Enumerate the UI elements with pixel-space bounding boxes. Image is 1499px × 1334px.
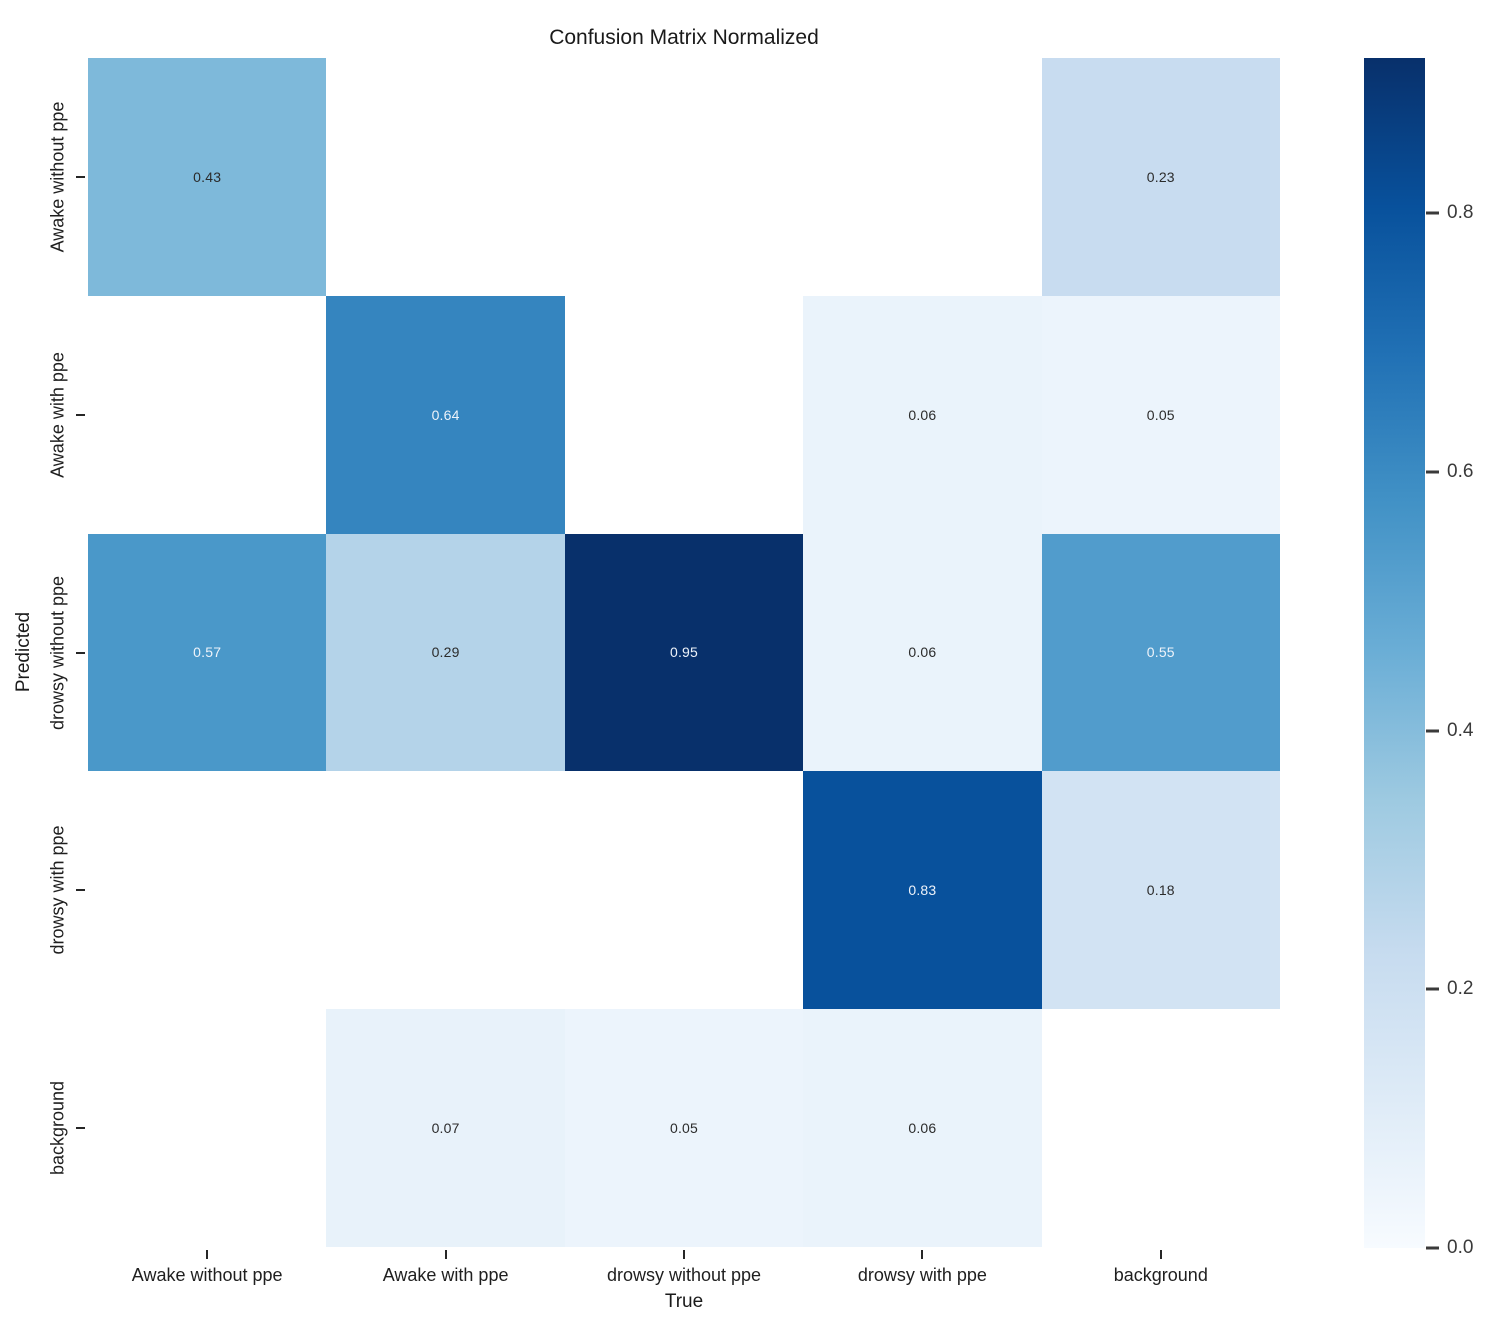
colorbar-gradient (1364, 58, 1425, 1248)
x-axis: Awake without ppe Awake with ppe drowsy wi… (88, 1247, 1280, 1303)
heatmap-cell-value: 0.43 (193, 168, 222, 185)
heatmap-cell: 0.83 (803, 771, 1042, 1010)
y-tick-label: Awake without ppe (47, 101, 68, 253)
heatmap-cell-value: 0.06 (908, 1120, 937, 1137)
y-tick-mark (76, 413, 85, 416)
heatmap-cell: 0.95 (564, 533, 804, 772)
y-tick-mark (76, 175, 85, 178)
colorbar-ticks: 0.0 0.2 0.4 0.6 0.8 (1425, 58, 1499, 1258)
heatmap-cell-value: 0.57 (193, 644, 222, 661)
heatmap-grid: 0.43 0.23 0.64 0.06 0.05 0.57 0.29 0.95 0.06 0.55… (88, 58, 1280, 1247)
heatmap-cell (88, 1009, 327, 1247)
x-tick-label: background (1113, 1265, 1208, 1285)
heatmap-cell (803, 58, 1042, 296)
heatmap-cell: 0.06 (803, 533, 1042, 772)
heatmap-cell: 0.05 (1041, 295, 1280, 534)
heatmap-cell: 0.57 (88, 533, 327, 772)
x-axis-title: True (664, 1291, 704, 1312)
y-tick-mark (76, 889, 85, 892)
x-tick-label: drowsy with ppe (857, 1265, 987, 1285)
heatmap-cell-value: 0.05 (1146, 406, 1175, 423)
x-tick-label: Awake without ppe (131, 1265, 283, 1285)
heatmap-cell: 0.64 (326, 295, 565, 534)
x-tick-mark (206, 1250, 209, 1259)
heatmap-cell: 0.07 (326, 1009, 565, 1247)
colorbar-tick-mark (1426, 211, 1439, 215)
heatmap-cell (564, 58, 804, 296)
heatmap-cell-value: 0.95 (669, 644, 699, 661)
heatmap-cell-value: 0.64 (431, 406, 460, 423)
heatmap-cell-value: 0.05 (669, 1120, 699, 1137)
heatmap-cell: 0.55 (1041, 533, 1280, 772)
x-tick-label: drowsy without ppe (606, 1265, 762, 1285)
heatmap-cell-value: 0.07 (431, 1120, 460, 1137)
x-tick-mark (1159, 1250, 1162, 1259)
y-tick-label: background (47, 1081, 68, 1176)
y-tick-label: drowsy with ppe (47, 825, 68, 955)
heatmap-cell-value: 0.29 (431, 644, 460, 661)
y-tick-mark (76, 651, 85, 654)
y-tick-label: Awake with ppe (47, 351, 68, 478)
colorbar-tick-mark (1426, 987, 1439, 991)
heatmap-cell (1041, 1009, 1280, 1247)
y-axis: Awake without ppe Awake with ppe drowsy wi… (0, 58, 88, 1247)
chart-title: Confusion Matrix Normalized (549, 26, 819, 49)
heatmap-cell: 0.05 (564, 1009, 804, 1247)
colorbar-tick-label: 0.4 (1447, 719, 1474, 741)
heatmap-cell-value: 0.55 (1146, 644, 1175, 661)
colorbar-tick-label: 0.8 (1447, 202, 1474, 224)
colorbar-tick-label: 0.2 (1447, 978, 1474, 1000)
x-tick-mark (444, 1250, 447, 1259)
x-tick-mark (921, 1250, 924, 1259)
heatmap-cell (326, 58, 565, 296)
heatmap-cell: 0.06 (803, 295, 1042, 534)
heatmap-cell-value: 0.23 (1146, 168, 1175, 185)
colorbar-tick-label: 0.0 (1447, 1237, 1474, 1258)
y-tick-mark (76, 1127, 85, 1130)
heatmap-cell-value: 0.06 (908, 406, 937, 423)
heatmap-cell-value: 0.06 (908, 644, 937, 661)
heatmap-cell: 0.29 (326, 533, 565, 772)
heatmap-cell (88, 771, 327, 1010)
heatmap-plot-area: 0.43 0.23 0.64 0.06 0.05 0.57 0.29 0.95 0.06 0.55… (88, 58, 1280, 1247)
heatmap-cell-value: 0.18 (1146, 882, 1175, 899)
heatmap-cell: 0.23 (1041, 58, 1280, 296)
heatmap-cell: 0.43 (88, 58, 327, 296)
x-tick-label: Awake with ppe (382, 1265, 509, 1285)
colorbar-tick-mark (1426, 729, 1439, 733)
heatmap-cell (88, 295, 327, 534)
y-axis-title: Predicted (13, 611, 34, 693)
heatmap-cell (564, 771, 804, 1010)
heatmap-cell-value: 0.83 (908, 882, 937, 899)
x-tick-mark (683, 1250, 685, 1259)
heatmap-cell: 0.06 (803, 1009, 1042, 1247)
heatmap-cell: 0.18 (1041, 771, 1280, 1010)
heatmap-cell (564, 295, 804, 534)
y-tick-label: drowsy without ppe (47, 575, 68, 730)
colorbar-tick-label: 0.6 (1447, 460, 1474, 482)
colorbar-tick-mark (1426, 470, 1439, 474)
heatmap-cell (326, 771, 565, 1010)
colorbar-tick-mark (1426, 1246, 1439, 1250)
